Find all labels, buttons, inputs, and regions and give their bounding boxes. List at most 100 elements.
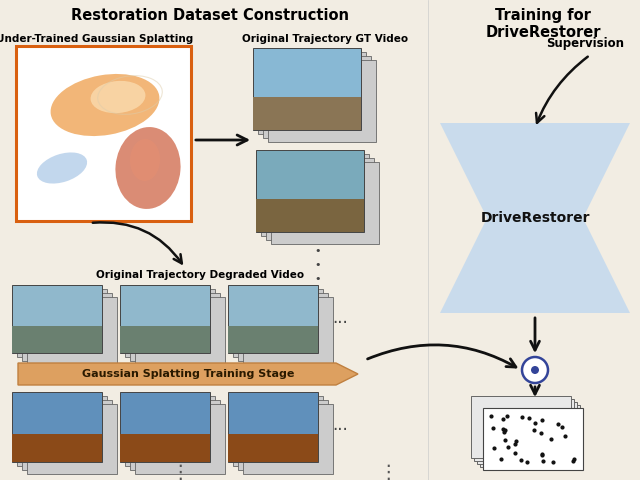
Text: •
•
•: • • • — [315, 246, 321, 284]
Ellipse shape — [130, 139, 160, 181]
Point — [511, 437, 521, 445]
Bar — [120, 392, 210, 462]
Bar — [125, 289, 215, 357]
Bar — [253, 97, 361, 130]
Point — [529, 426, 540, 434]
Ellipse shape — [91, 81, 145, 113]
Bar — [17, 396, 107, 466]
Point — [489, 444, 499, 452]
Bar — [256, 199, 364, 232]
Point — [500, 436, 510, 444]
Bar — [17, 289, 107, 357]
Point — [560, 432, 570, 440]
Point — [538, 457, 548, 465]
Bar — [253, 48, 361, 130]
Bar — [228, 434, 318, 462]
Text: Restoration Dataset Construction: Restoration Dataset Construction — [71, 8, 349, 23]
Text: ...: ... — [332, 416, 348, 434]
Ellipse shape — [115, 127, 180, 209]
Bar — [27, 297, 117, 365]
Point — [522, 458, 532, 466]
Point — [568, 457, 578, 465]
Point — [548, 458, 559, 466]
Circle shape — [522, 357, 548, 383]
Bar — [22, 293, 112, 361]
Point — [524, 415, 534, 422]
Point — [509, 449, 520, 456]
Bar — [243, 297, 333, 365]
Text: DriveRestorer: DriveRestorer — [480, 211, 589, 225]
Circle shape — [531, 366, 539, 374]
Bar — [233, 289, 323, 357]
Bar — [477, 402, 577, 464]
Bar — [271, 162, 379, 244]
Point — [496, 455, 506, 463]
Bar — [258, 52, 366, 134]
Point — [546, 435, 556, 443]
Point — [498, 415, 508, 423]
Point — [488, 424, 498, 432]
Bar — [471, 396, 571, 458]
Bar — [228, 326, 318, 353]
Bar — [22, 400, 112, 470]
Point — [538, 452, 548, 459]
Point — [537, 416, 547, 424]
Bar — [266, 158, 374, 240]
Point — [536, 430, 547, 437]
FancyArrow shape — [18, 363, 358, 385]
Bar — [238, 293, 328, 361]
Point — [509, 440, 520, 448]
Bar — [135, 297, 225, 365]
Point — [553, 420, 563, 428]
Ellipse shape — [51, 74, 159, 136]
Text: ⋮: ⋮ — [378, 463, 397, 480]
Bar — [16, 46, 191, 221]
Bar — [263, 56, 371, 138]
Ellipse shape — [37, 153, 87, 183]
Bar — [238, 400, 328, 470]
Bar — [261, 154, 369, 236]
Bar — [12, 434, 102, 462]
Point — [569, 456, 579, 463]
Point — [498, 425, 508, 433]
Point — [536, 451, 547, 458]
Text: Supervision: Supervision — [546, 37, 624, 50]
Bar — [474, 399, 574, 461]
Bar — [12, 392, 102, 462]
Text: Original Trajectory Degraded Video: Original Trajectory Degraded Video — [96, 270, 304, 280]
Bar — [120, 434, 210, 462]
Point — [502, 412, 512, 420]
Bar — [228, 392, 318, 462]
Text: Original Trajectory GT Video: Original Trajectory GT Video — [242, 34, 408, 44]
Bar — [120, 285, 210, 353]
Point — [500, 426, 510, 433]
Bar — [483, 408, 583, 470]
Point — [516, 456, 526, 464]
Point — [502, 444, 513, 451]
Bar — [27, 404, 117, 474]
Bar — [480, 405, 580, 467]
Text: ⋮: ⋮ — [170, 463, 189, 480]
Text: Training for
DriveRestorer: Training for DriveRestorer — [485, 8, 601, 40]
Point — [530, 420, 540, 427]
Text: Under-Trained Gaussian Splatting: Under-Trained Gaussian Splatting — [0, 34, 194, 44]
Bar — [12, 326, 102, 353]
Bar — [135, 404, 225, 474]
Bar — [228, 285, 318, 353]
Bar — [130, 400, 220, 470]
Bar — [243, 404, 333, 474]
Bar — [268, 60, 376, 142]
Bar — [120, 326, 210, 353]
Point — [517, 413, 527, 421]
Bar — [125, 396, 215, 466]
Bar — [130, 293, 220, 361]
Bar — [233, 396, 323, 466]
Text: ...: ... — [332, 309, 348, 327]
Point — [499, 428, 509, 436]
Bar — [12, 285, 102, 353]
Point — [486, 412, 496, 420]
Polygon shape — [440, 123, 630, 313]
Bar — [256, 150, 364, 232]
Point — [557, 423, 568, 431]
Text: Gaussian Splatting Training Stage: Gaussian Splatting Training Stage — [82, 369, 294, 379]
